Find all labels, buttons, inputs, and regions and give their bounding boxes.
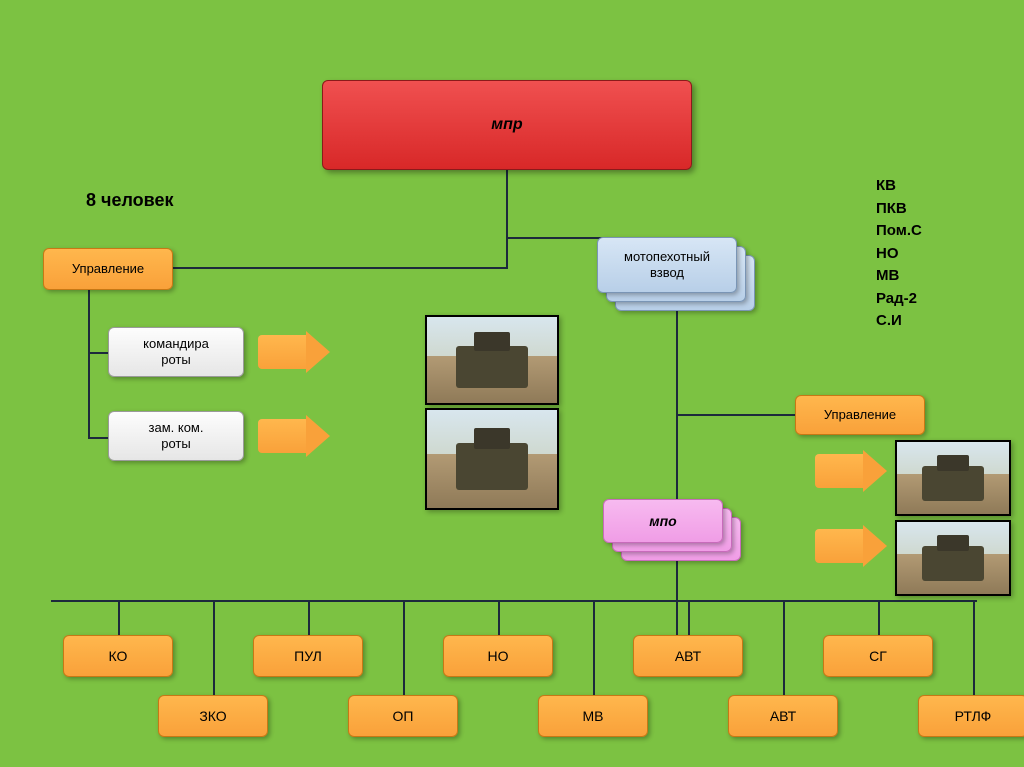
connector-line bbox=[676, 414, 796, 416]
vehicle-photo bbox=[425, 408, 559, 510]
company-commander-box: командира роты bbox=[108, 327, 244, 377]
connector-line bbox=[403, 600, 405, 695]
unit-box: ОП bbox=[348, 695, 458, 737]
unit-box: МВ bbox=[538, 695, 648, 737]
unit-box: НО bbox=[443, 635, 553, 677]
unit-label: АВТ bbox=[675, 648, 701, 665]
legend-item: КВ bbox=[876, 175, 922, 198]
unit-box: АВТ bbox=[728, 695, 838, 737]
unit-box: АВТ bbox=[633, 635, 743, 677]
unit-label: АВТ bbox=[770, 708, 796, 725]
unit-label: ПУЛ bbox=[294, 648, 322, 665]
left-management-label: Управление bbox=[72, 261, 144, 277]
legend-list: КВПКВПом.СНОМВРад-2С.И bbox=[876, 175, 922, 333]
unit-label: СГ bbox=[869, 648, 887, 665]
unit-label: ЗКО bbox=[199, 708, 226, 725]
right-management-box: Управление bbox=[795, 395, 925, 435]
vehicle-photo bbox=[895, 520, 1011, 596]
connector-line bbox=[118, 600, 120, 635]
connector-line bbox=[688, 600, 690, 635]
connector-line bbox=[88, 437, 108, 439]
connector-line bbox=[506, 237, 508, 269]
people-count-text: 8 человек bbox=[86, 190, 174, 211]
connector-line bbox=[878, 600, 880, 635]
arrow-icon bbox=[815, 454, 885, 488]
company-commander-label: командира роты bbox=[143, 336, 209, 367]
mpo-box: мпо bbox=[603, 499, 723, 543]
legend-item: МВ bbox=[876, 265, 922, 288]
unit-box: ПУЛ bbox=[253, 635, 363, 677]
right-management-label: Управление bbox=[824, 407, 896, 423]
unit-box: СГ bbox=[823, 635, 933, 677]
vehicle-photo bbox=[895, 440, 1011, 516]
connector-line bbox=[51, 600, 53, 602]
connector-line bbox=[51, 600, 977, 602]
unit-label: РТЛФ bbox=[955, 708, 992, 725]
unit-label: НО bbox=[488, 648, 509, 665]
root-node: мпр bbox=[322, 80, 692, 170]
vehicle-photo bbox=[425, 315, 559, 405]
legend-item: ПКВ bbox=[876, 198, 922, 221]
platoon-label: мотопехотный взвод bbox=[624, 249, 710, 280]
connector-line bbox=[213, 600, 215, 695]
arrow-icon bbox=[258, 419, 328, 453]
arrow-icon bbox=[258, 335, 328, 369]
arrow-icon bbox=[815, 529, 885, 563]
unit-label: КО bbox=[109, 648, 128, 665]
connector-line bbox=[593, 600, 595, 695]
connector-line bbox=[498, 600, 500, 635]
connector-line bbox=[308, 600, 310, 635]
root-label: мпр bbox=[491, 115, 522, 134]
unit-box: ЗКО bbox=[158, 695, 268, 737]
unit-label: ОП bbox=[393, 708, 414, 725]
connector-line bbox=[506, 170, 508, 237]
deputy-commander-label: зам. ком. роты bbox=[149, 420, 204, 451]
unit-box: РТЛФ bbox=[918, 695, 1024, 737]
connector-line bbox=[973, 600, 975, 695]
unit-label: МВ bbox=[583, 708, 604, 725]
legend-item: С.И bbox=[876, 310, 922, 333]
left-management-box: Управление bbox=[43, 248, 173, 290]
legend-item: НО bbox=[876, 243, 922, 266]
unit-box: КО bbox=[63, 635, 173, 677]
deputy-commander-box: зам. ком. роты bbox=[108, 411, 244, 461]
connector-line bbox=[783, 600, 785, 695]
platoon-box: мотопехотный взвод bbox=[597, 237, 737, 293]
connector-line bbox=[88, 269, 90, 439]
mpo-label: мпо bbox=[649, 513, 676, 530]
legend-item: Пом.С bbox=[876, 220, 922, 243]
connector-line bbox=[88, 352, 108, 354]
legend-item: Рад-2 bbox=[876, 288, 922, 311]
